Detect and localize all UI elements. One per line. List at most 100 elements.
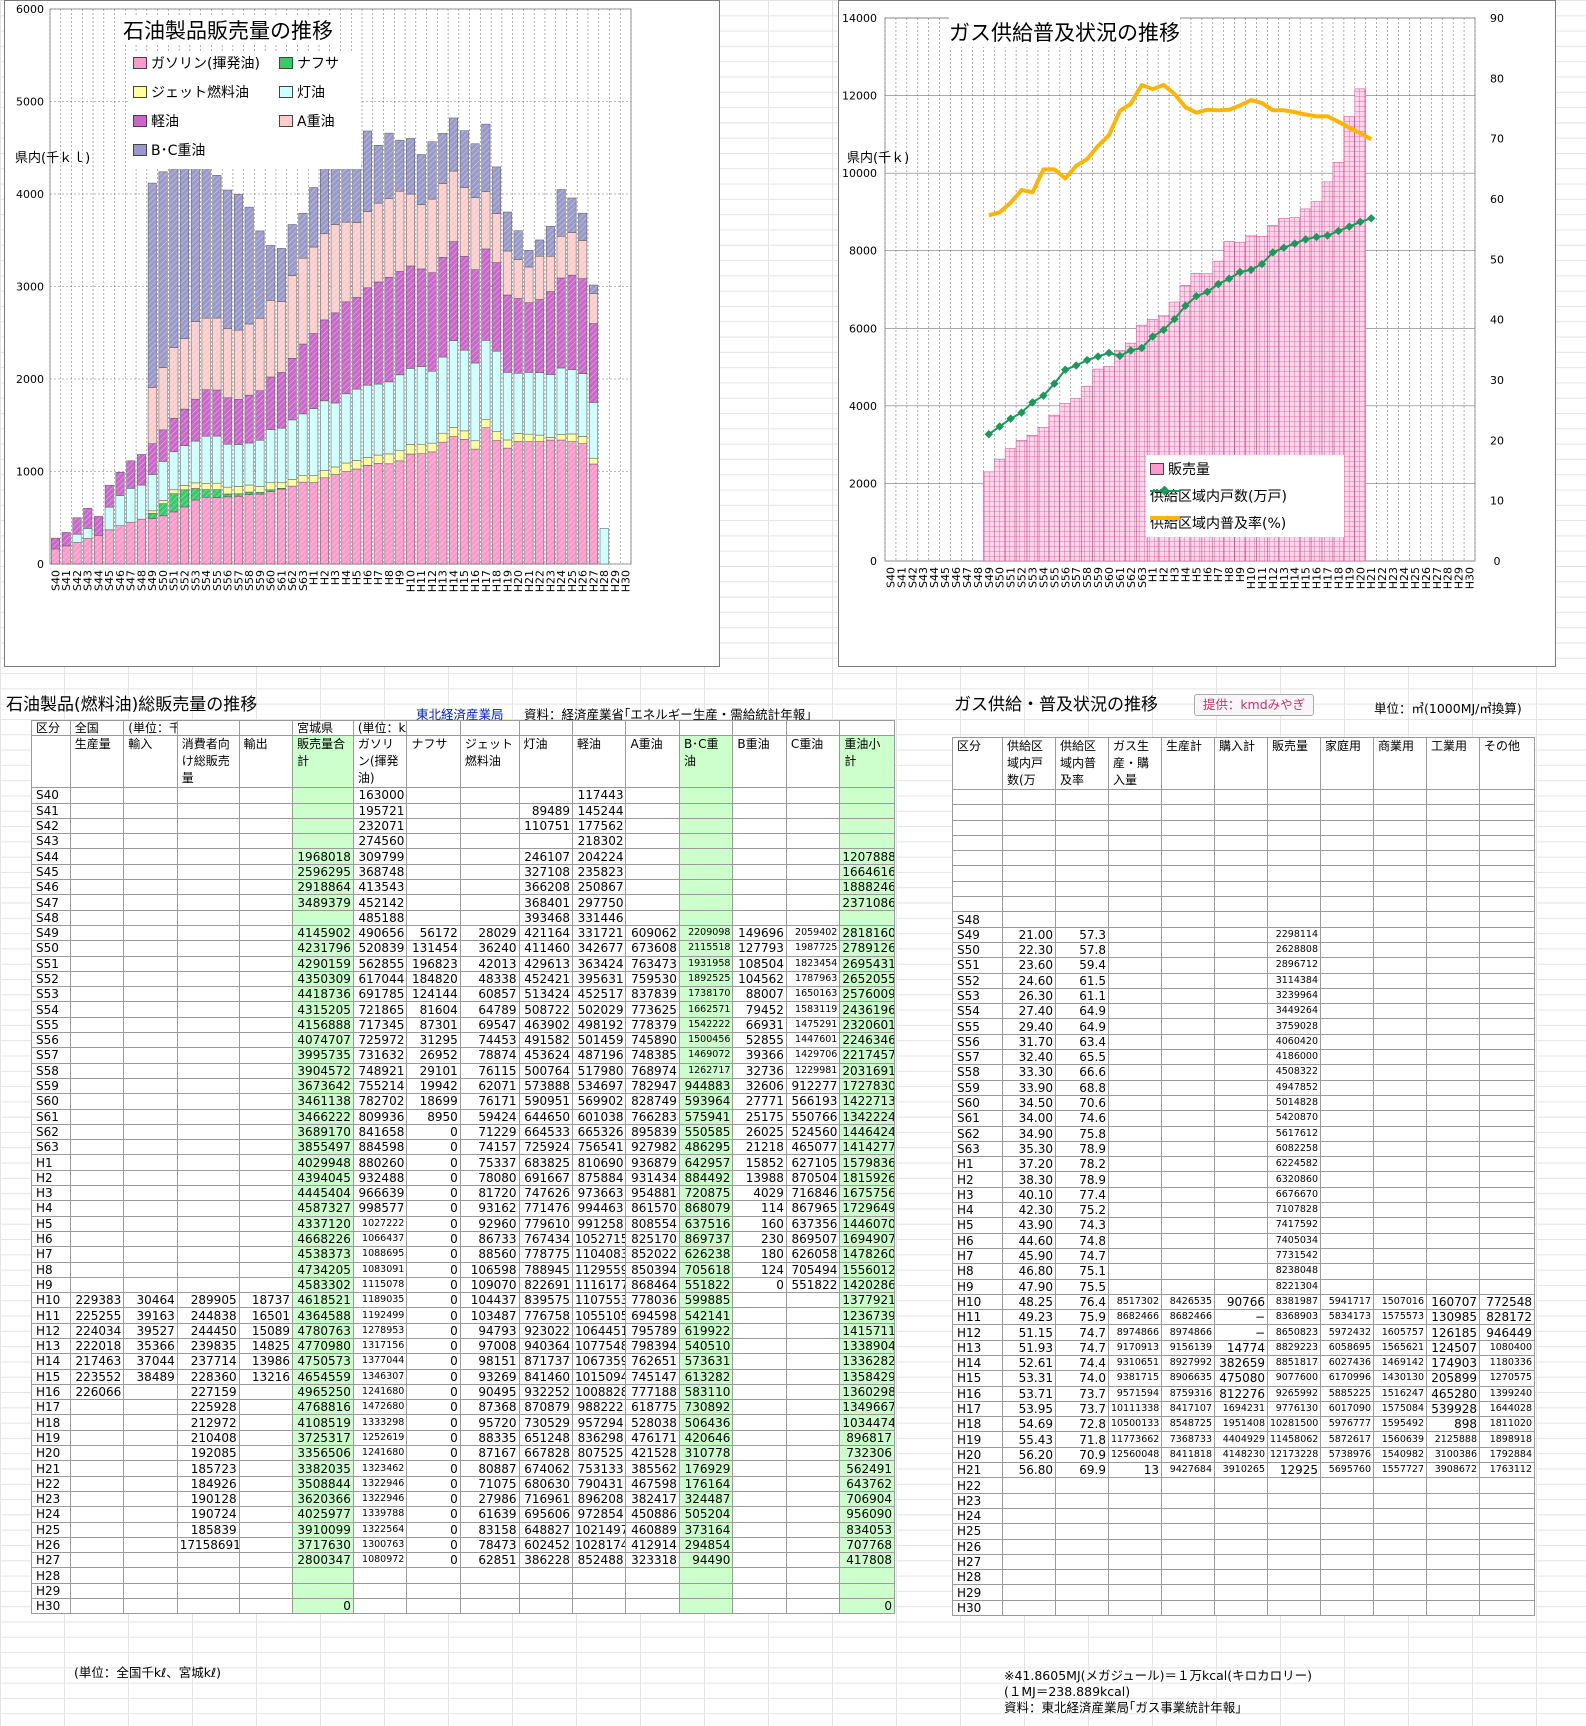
table-cell (459, 879, 520, 896)
table-cell (69, 1123, 125, 1141)
x-tick-label: H10 (404, 570, 417, 592)
bar-segment (459, 439, 469, 565)
table-cell: 210408 (176, 1429, 240, 1447)
table-row (952, 880, 1535, 898)
table-cell (1267, 850, 1321, 867)
table-row: H27 2800347 1080972 0 62851 386228 852488 32331… (31, 1552, 895, 1569)
bar-segment (180, 338, 190, 410)
bar-segment (567, 274, 577, 370)
table-cell: 49.23 (1002, 1309, 1056, 1326)
table-cell (1108, 1125, 1162, 1142)
sales-bar (1114, 350, 1126, 562)
table-row: S45 2596295 368748 327108 235823 1664616 (31, 863, 895, 881)
table-row: H9 47.90 75.5 8221304 (952, 1278, 1535, 1295)
table-row: H10 48.25 76.4 8517302 8426535 90766 8381987 59… (952, 1293, 1535, 1311)
bar-segment (492, 166, 502, 214)
table-cell: 4750573 (292, 1353, 354, 1370)
table-cell (732, 833, 787, 850)
table-cell (785, 1521, 841, 1538)
legend-a-heavy: A重油 (279, 111, 335, 131)
row-label: H12 (31, 1322, 71, 1339)
table-cell: 39527 (123, 1322, 178, 1339)
table-cell: 190724 (176, 1506, 240, 1523)
table-cell: 912277 (785, 1077, 841, 1095)
table-cell (69, 1246, 125, 1263)
table-cell (1426, 1247, 1480, 1265)
table-cell: 4156888 (292, 1016, 354, 1034)
table-cell (1426, 1094, 1480, 1112)
table-cell: 74.3 (1055, 1217, 1109, 1234)
table-cell (123, 1582, 178, 1600)
table-cell (238, 1445, 294, 1462)
table-cell (1002, 865, 1056, 882)
households-marker (1257, 259, 1267, 269)
table-cell: 524560 (785, 1123, 841, 1141)
oil-sales-chart[interactable]: 0 1000 2000 3000 4000 5000 6000 S40 S41 S42 S43 S44… (4, 0, 720, 667)
table-cell: 3759028 (1267, 1018, 1321, 1035)
x-tick-label: H5 (351, 570, 364, 585)
table-cell: 1575573 (1373, 1309, 1427, 1326)
table-cell: 13988 (732, 1169, 787, 1187)
table-cell (406, 863, 461, 881)
table-cell: 1323462 (352, 1460, 408, 1477)
table-cell (1214, 865, 1268, 882)
table-cell (1108, 1263, 1162, 1280)
y-tick-label: 6000 (849, 322, 877, 335)
bar-segment (513, 433, 523, 442)
table-cell: 78874 (459, 1047, 520, 1064)
table-cell (238, 1215, 294, 1232)
provider-button[interactable]: 提供：kmdみやぎ (1194, 694, 1314, 716)
table-cell: 1349667 (839, 1399, 895, 1416)
table-cell (625, 894, 680, 911)
x-tick-label: H14 (1289, 567, 1302, 589)
gas-supply-chart[interactable]: 0 2000 4000 6000 8000 10000 12000 14000 0 10 20 30 4… (838, 0, 1556, 667)
table-cell (1426, 1538, 1480, 1555)
table-cell (123, 924, 178, 942)
households-marker (1061, 365, 1070, 374)
table-cell (1479, 926, 1535, 943)
table-cell (785, 848, 841, 865)
table-cell: 1241680 (352, 1445, 408, 1462)
table-cell: 748921 (352, 1062, 408, 1079)
source-link[interactable]: 東北経済産業局 (416, 707, 504, 722)
bar-segment (363, 457, 372, 466)
table-cell: 5976777 (1320, 1416, 1374, 1433)
table-cell: 79452 (732, 1001, 787, 1018)
row-label: H4 (31, 1200, 71, 1217)
row-label: S51 (31, 955, 71, 972)
row-label: H15 (952, 1370, 1003, 1387)
table-row: H9 4583302 1115078 0 109070 822691 1116177 8684… (31, 1276, 895, 1294)
table-row: H16 226066 227159 4965250 1241680 0 90495 93225… (31, 1383, 895, 1401)
bar-segment (492, 350, 502, 432)
bar-segment (212, 317, 222, 391)
table-cell: 64.9 (1055, 1018, 1109, 1035)
legend-gasoline: ガソリン(揮発油) (133, 53, 260, 73)
table-cell (1214, 1125, 1268, 1142)
table-cell (1479, 1140, 1535, 1158)
table-cell: 957294 (571, 1414, 627, 1431)
table-cell (292, 1567, 354, 1584)
table-cell: 33.90 (1002, 1079, 1056, 1096)
table-cell: 694598 (625, 1307, 680, 1324)
table-cell: 766283 (625, 1108, 680, 1125)
table-cell: 768974 (625, 1062, 680, 1079)
table-cell: 4029 (732, 1185, 787, 1202)
row-label: H6 (952, 1232, 1003, 1249)
table-cell (123, 1246, 178, 1263)
table-cell (1108, 926, 1162, 943)
bar-segment (459, 430, 469, 440)
table-cell (123, 1475, 178, 1492)
row-label: H16 (31, 1383, 71, 1401)
table-cell: 25175 (732, 1108, 787, 1125)
y-tick-label: 14000 (842, 12, 877, 25)
table-cell (1214, 880, 1268, 898)
table-cell: 8221304 (1267, 1278, 1321, 1295)
table-cell: 8950 (406, 1108, 461, 1125)
y2-tick-label: 20 (1490, 434, 1504, 447)
table-cell (732, 879, 787, 896)
table-cell (785, 817, 841, 835)
row-label: H29 (31, 1582, 71, 1600)
table-cell: 363424 (571, 955, 627, 972)
table-cell: 590951 (518, 1093, 574, 1110)
bar-segment (201, 496, 211, 565)
